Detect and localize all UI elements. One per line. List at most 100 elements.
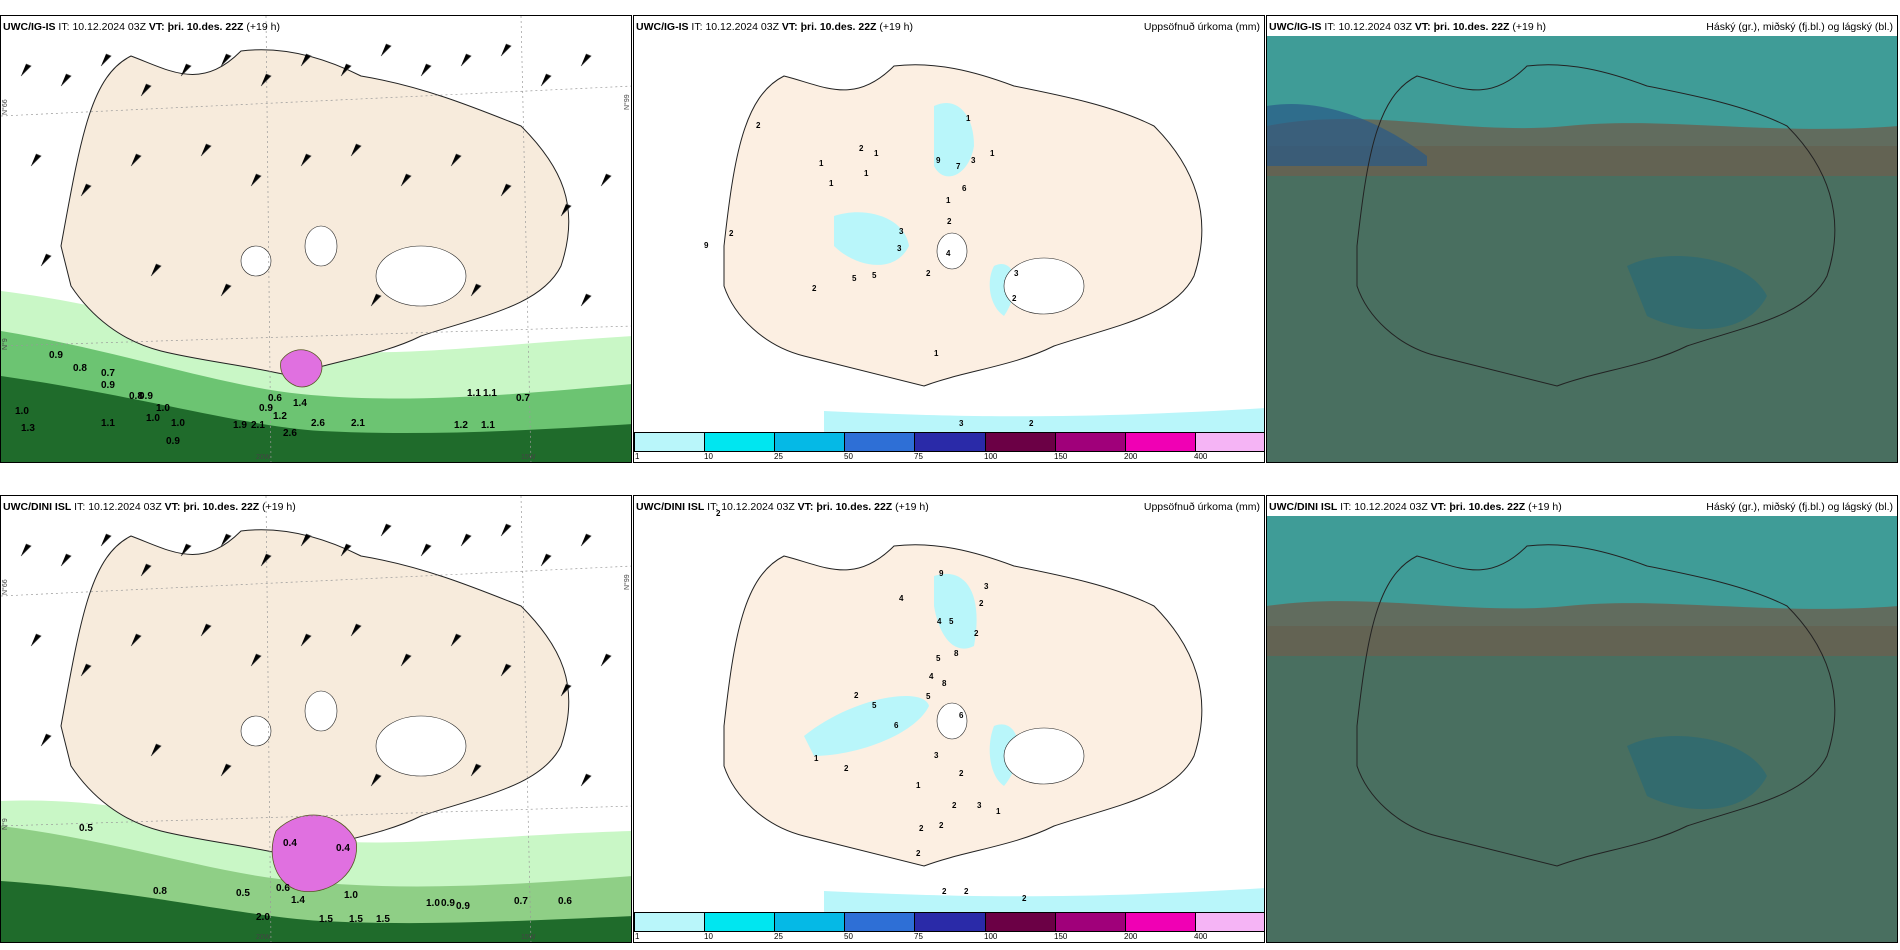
- precip-value-label: 6: [959, 711, 964, 720]
- panel-title: UWC/IG-IS IT: 10.12.2024 03Z VT: þri. 10…: [3, 20, 627, 34]
- vt-label: VT:: [797, 501, 814, 513]
- vt-label: VT:: [1430, 501, 1447, 513]
- colorbar-segment: [844, 432, 915, 452]
- precip-value-label: 3: [984, 582, 989, 591]
- colorbar-tick: 100: [984, 932, 998, 941]
- panel-title: UWC/DINI ISL IT: 10.12.2024 03Z VT: þri.…: [636, 500, 1260, 514]
- precip-value-label: 7: [956, 162, 961, 171]
- light-precip-area: [934, 573, 977, 649]
- it-label: IT:: [1324, 21, 1336, 33]
- colorbar-segment: [1054, 432, 1125, 452]
- wind-value-labels: 0.5 0.8 0.5 0.6 0.4 0.4 1.4 1.0 1.5 1.5 …: [79, 823, 572, 925]
- cloud-panel-bottom: UWC/DINI ISL IT: 10.12.2024 03Z VT: þri.…: [1266, 495, 1898, 943]
- valid-time: þri. 10.des. 22Z: [1449, 501, 1526, 513]
- precip-value-label: 9: [704, 241, 709, 250]
- colorbar-tick: 150: [1054, 932, 1068, 941]
- colorbar-segment: [1124, 432, 1195, 452]
- precip-value-label: 3: [971, 156, 976, 165]
- precip-value-label: 2: [716, 509, 721, 518]
- precip-value-label: 1: [934, 349, 939, 358]
- wind-value-label: 0.8: [129, 391, 143, 402]
- precip-value-label: 2: [812, 284, 817, 293]
- precip-area-dark: [1, 376, 631, 462]
- model-name: UWC/IG-IS: [3, 21, 56, 33]
- colorbar-segment: [1054, 912, 1125, 932]
- panel-variable-title: Háský (gr.), miðský (fj.bl.) og lágský (…: [1706, 21, 1893, 33]
- model-name: UWC/DINI ISL: [636, 501, 705, 513]
- it-label: IT:: [691, 21, 703, 33]
- cloud-map: [1267, 516, 1897, 942]
- panel-title: UWC/DINI ISL IT: 10.12.2024 03Z VT: þri.…: [3, 500, 627, 514]
- colorbar-segment: [634, 912, 705, 932]
- precip-value-label: 9: [936, 156, 941, 165]
- iceland-outline: [1356, 544, 1836, 867]
- lat-label: N°9: [1, 818, 9, 830]
- wind-value-label: 1.1: [483, 388, 497, 399]
- wind-value-label: 0.6: [558, 896, 572, 907]
- precip-value-label: 1: [996, 807, 1001, 816]
- lon-label: 20W: [256, 454, 271, 461]
- init-time: 10.12.2024 03Z: [721, 501, 795, 513]
- wind-value-label: 0.9: [139, 391, 153, 402]
- precip-value-label: 8: [942, 679, 947, 688]
- wind-value-label: 0.7: [516, 393, 530, 404]
- precip-value-label: 8: [954, 649, 959, 658]
- wind-value-label: 2.6: [311, 418, 325, 429]
- wind-barbs: [20, 523, 612, 787]
- precip-value-label: 4: [929, 672, 934, 681]
- wind-value-label: 1.0: [15, 406, 29, 417]
- precip-value-label: 1: [814, 754, 819, 763]
- wind-value-label: 1.1: [467, 388, 481, 399]
- vt-label: VT:: [148, 21, 165, 33]
- lat-label: N°66: [1, 579, 9, 595]
- precip-map: 2 2 1 1 2 1 1 1 9 3 7 6 1 1 2 4 3 3 5 5 …: [704, 64, 1264, 432]
- wind-value-label: 0.8: [153, 886, 167, 897]
- wind-value-label: 0.9: [456, 901, 470, 912]
- precip-panel-bottom: UWC/DINI ISL IT: 10.12.2024 03Z VT: þri.…: [633, 495, 1265, 943]
- precip-value-label: 2: [926, 269, 931, 278]
- colorbar-tick: 1: [635, 932, 640, 941]
- precip-value-label: 2: [939, 821, 944, 830]
- lat-label: N°9: [1, 338, 9, 350]
- colorbar-ticks: 1 10 25 50 75 100 150 200 400: [634, 932, 1264, 942]
- wind-value-label: 0.9: [259, 403, 273, 414]
- colorbar-ticks: 1 10 25 50 75 100 150 200 400: [634, 452, 1264, 462]
- wind-value-label: 1.0: [426, 898, 440, 909]
- lat-label: N°99: [623, 574, 631, 590]
- it-label: IT:: [74, 501, 86, 513]
- colorbar-segment: [774, 912, 845, 932]
- precip-value-label: 2: [844, 764, 849, 773]
- panel-variable-title: Háský (gr.), miðský (fj.bl.) og lágský (…: [1706, 501, 1893, 513]
- precip-value-label: 1: [916, 781, 921, 790]
- precip-value-label: 4: [899, 594, 904, 603]
- wind-value-label: 1.0: [171, 418, 185, 429]
- colorbar-tick: 10: [704, 452, 713, 461]
- wind-value-label: 1.5: [349, 914, 363, 925]
- precip-value-label: 2: [947, 217, 952, 226]
- precip-colorbar: [634, 432, 1264, 452]
- precip-value-label: 5: [872, 701, 877, 710]
- lead-time: (+19 h): [1512, 21, 1546, 33]
- colorbar-tick: 25: [774, 932, 783, 941]
- colorbar-tick: 400: [1194, 932, 1208, 941]
- lead-time: (+19 h): [1528, 501, 1562, 513]
- precip-value-label: 2: [979, 599, 984, 608]
- wind-value-label: 0.6: [268, 393, 282, 404]
- colorbar-tick: 75: [914, 932, 923, 941]
- model-name: UWC/DINI ISL: [3, 501, 72, 513]
- wind-value-labels: 0.9 0.8 0.7 0.9 0.8 0.9 1.0 1.0 1.0 1.3 …: [15, 350, 530, 447]
- precip-value-label: 3: [1014, 269, 1019, 278]
- wind-map: N°66 N°99 N°9 15W 20W 0.5 0.8 0.5 0.6 0.…: [1, 496, 631, 942]
- colorbar-segment: [704, 432, 775, 452]
- vt-label: VT:: [164, 501, 181, 513]
- wind-value-label: 1.5: [376, 914, 390, 925]
- colorbar-segment: [984, 912, 1055, 932]
- precip-value-label: 5: [852, 274, 857, 283]
- wind-value-label: 0.8: [73, 363, 87, 374]
- precip-value-label: 5: [949, 617, 954, 626]
- precip-value-label: 6: [894, 721, 899, 730]
- precip-value-label: 1: [874, 149, 879, 158]
- wind-value-label: 2.6: [283, 428, 297, 439]
- panel-variable-title: Uppsöfnuð úrkoma (mm): [1143, 501, 1260, 513]
- lon-label: 15W: [521, 454, 536, 461]
